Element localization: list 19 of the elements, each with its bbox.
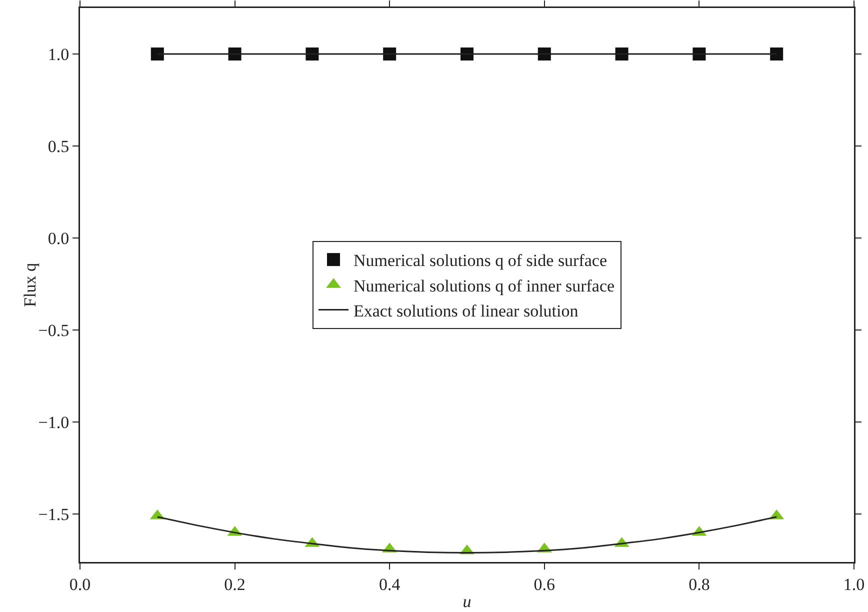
point: [150, 48, 164, 61]
x-tick-label: 0.4: [378, 574, 401, 594]
legend-label: Numerical solutions q of side surface: [354, 251, 608, 270]
x-tick-label: 0.8: [688, 574, 710, 594]
x-tick-label: 1.0: [843, 574, 865, 594]
y-tick-label: −1.0: [38, 413, 70, 432]
y-tick-label: 0.5: [48, 136, 70, 156]
x-axis-title: u: [462, 592, 472, 612]
legend-label: Numerical solutions q of inner surface: [354, 276, 615, 296]
y-tick-label: 1.0: [48, 44, 70, 64]
x-tick-label: 0.2: [224, 574, 246, 594]
y-axis-title: Flux q: [20, 262, 40, 307]
y-tick-label: −1.5: [38, 505, 70, 524]
legend-label: Exact solutions of linear solution: [354, 301, 579, 320]
point: [770, 48, 784, 61]
y-tick-label: −0.5: [38, 321, 70, 340]
y-tick-label: 0.0: [48, 229, 70, 248]
x-tick-label: 0.6: [534, 574, 556, 594]
x-tick-label: 0.0: [69, 574, 91, 594]
